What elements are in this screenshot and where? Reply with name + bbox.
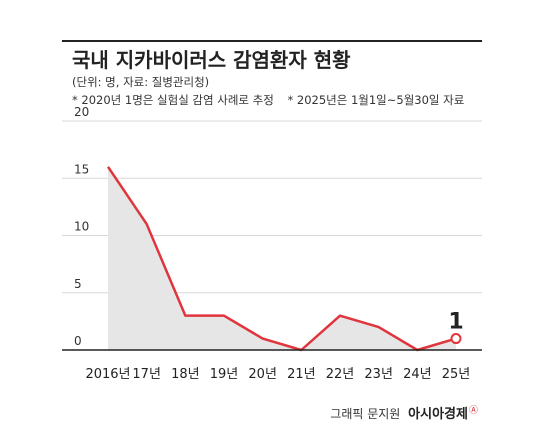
chart-title: 국내 지카바이러스 감염환자 현황 <box>72 48 351 72</box>
x-tick-label-8: 24년 <box>403 367 432 382</box>
chart-notes: * 2020년 1명은 실험실 감염 사례로 추정 * 2025년은 1월1일~… <box>72 92 474 108</box>
x-tick-label-6: 22년 <box>326 367 355 382</box>
x-tick-label-2: 18년 <box>171 367 200 382</box>
y-tick-label-10: 10 <box>74 220 89 234</box>
brand-logo-icon: Ⓐ <box>468 406 478 416</box>
data-point-marker-0 <box>450 333 462 345</box>
series-area <box>108 166 456 350</box>
y-tick-label-0: 0 <box>74 334 82 348</box>
x-tick-label-5: 21년 <box>287 367 316 382</box>
data-label-0: 1 <box>448 310 463 335</box>
y-tick-label-20: 20 <box>74 105 89 119</box>
y-tick-label-5: 5 <box>74 277 82 291</box>
credit: 그래픽 문지원 아시아경제Ⓐ <box>330 403 478 422</box>
y-tick-label-15: 15 <box>74 162 89 176</box>
credit-author: 그래픽 문지원 <box>330 407 401 421</box>
title-rule <box>62 40 482 42</box>
x-tick-label-9: 25년 <box>442 367 471 382</box>
x-tick-label-7: 23년 <box>364 367 393 382</box>
note-2020: * 2020년 1명은 실험실 감염 사례로 추정 <box>72 93 274 107</box>
x-tick-label-3: 19년 <box>210 367 239 382</box>
x-tick-label-0: 2016년 <box>85 367 130 382</box>
series-line <box>106 166 457 352</box>
x-tick-label-4: 20년 <box>248 367 277 382</box>
brand-name: 아시아경제 <box>408 407 468 422</box>
x-tick-label-1: 17년 <box>132 367 161 382</box>
note-2025: * 2025년은 1월1일~5월30일 자료 <box>287 93 465 107</box>
chart-subtitle: (단위: 명, 자료: 질병관리청) <box>72 75 210 89</box>
